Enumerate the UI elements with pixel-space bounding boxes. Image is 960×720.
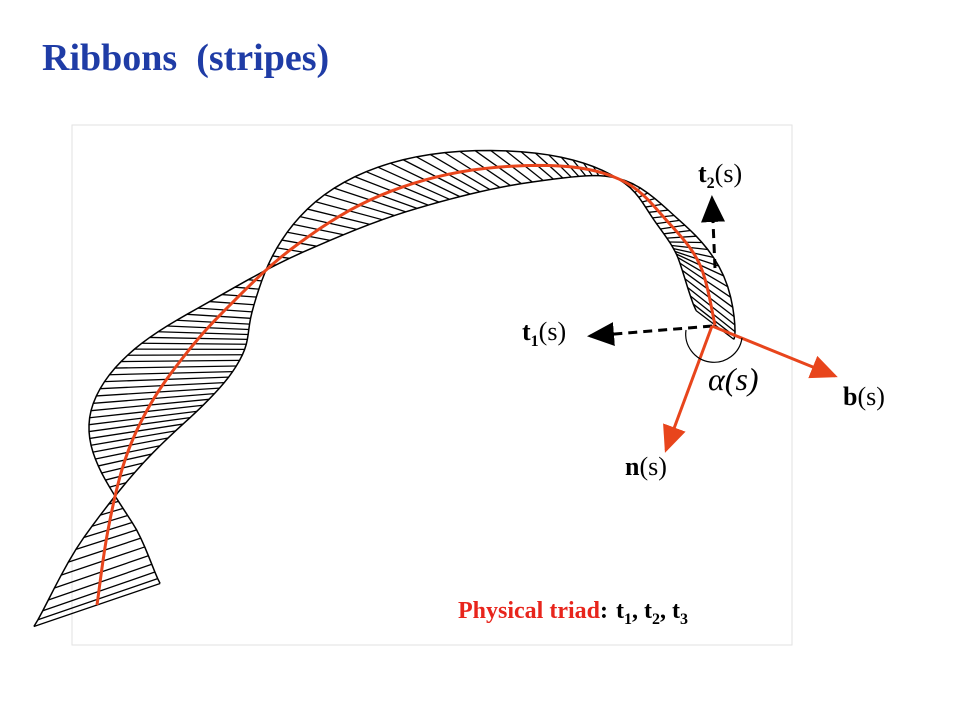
separator: , xyxy=(660,598,666,624)
t1-arrow xyxy=(587,322,713,346)
b-label: b(s) xyxy=(843,382,885,411)
centerline xyxy=(95,163,717,606)
image-frame xyxy=(71,124,793,646)
t2-main: t xyxy=(698,159,707,188)
alpha-label: α(s) xyxy=(708,361,759,397)
item-main: t xyxy=(672,598,680,624)
ribbon xyxy=(33,149,736,628)
footer-colon: : xyxy=(600,598,608,624)
t2-arrow xyxy=(701,195,726,269)
item-sub: 3 xyxy=(680,611,688,628)
b-arg: (s) xyxy=(857,382,884,411)
n-arrow xyxy=(663,325,714,453)
separator: , xyxy=(632,598,638,624)
alpha-arg: (s) xyxy=(725,361,759,397)
title: Ribbons (stripes) xyxy=(42,37,329,79)
ribbon-edge xyxy=(33,149,697,627)
t1-arg: (s) xyxy=(539,317,566,346)
ribbon-edge xyxy=(88,174,736,584)
n-main: n xyxy=(625,452,640,481)
t2-sub: 2 xyxy=(707,175,715,192)
footer: Physical triad: t1, t2, t3 xyxy=(458,598,688,628)
b-main: b xyxy=(843,382,857,411)
alpha-symbol: α xyxy=(708,361,726,397)
t1-sub: 1 xyxy=(531,333,539,350)
footer-label: Physical triad xyxy=(458,598,601,624)
alpha-arc xyxy=(685,329,743,363)
n-arg: (s) xyxy=(639,452,666,481)
b-arrow xyxy=(711,324,838,379)
item-sub: 1 xyxy=(624,611,632,628)
t1-label: t1(s) xyxy=(522,317,566,350)
t2-label: t2(s) xyxy=(698,159,742,192)
item-main: t xyxy=(644,598,652,624)
item-sub: 2 xyxy=(652,611,660,628)
t1-main: t xyxy=(522,317,531,346)
item-main: t xyxy=(616,598,624,624)
t2-arg: (s) xyxy=(715,159,742,188)
n-label: n(s) xyxy=(625,452,667,481)
